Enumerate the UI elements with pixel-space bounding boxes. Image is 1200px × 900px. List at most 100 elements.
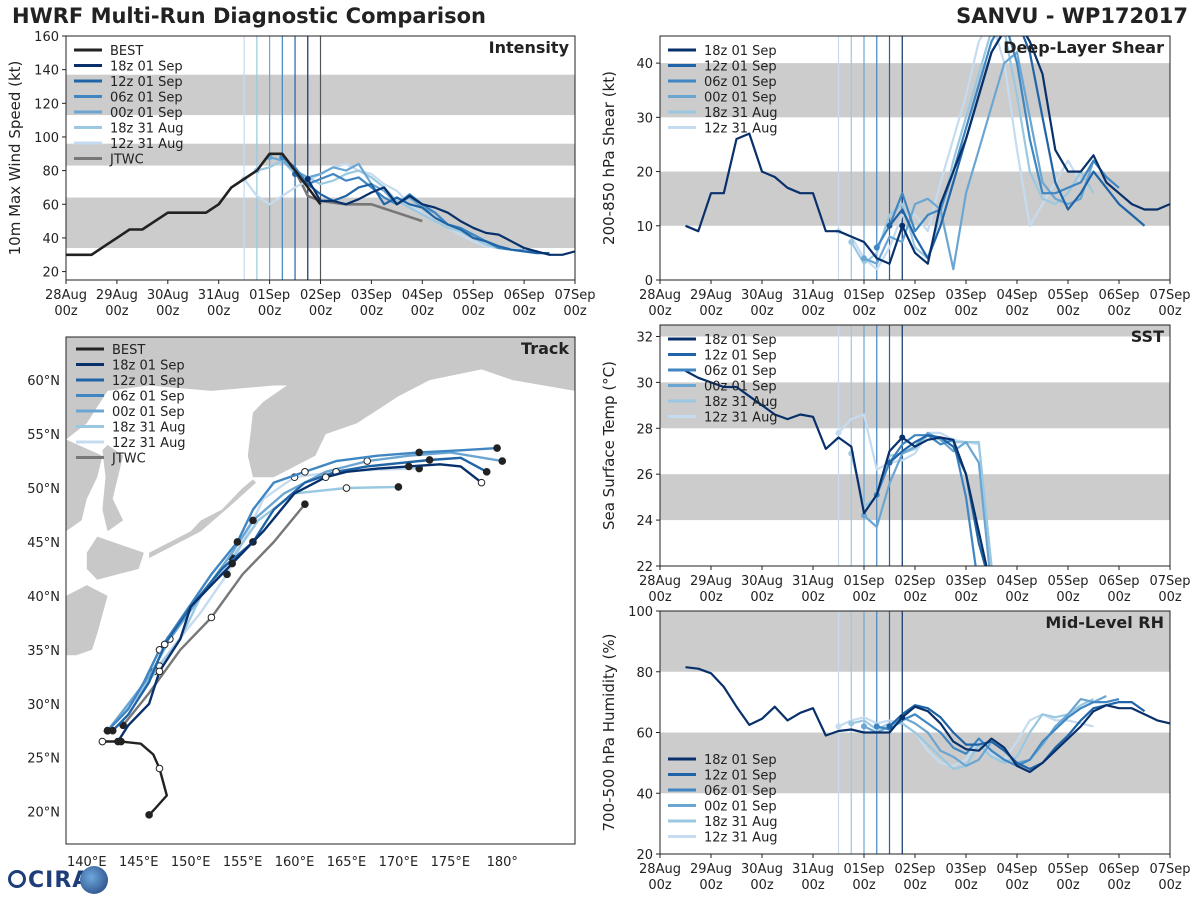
plot-area-shear xyxy=(660,36,1170,280)
intensity-xtick-label: 04Sep xyxy=(402,288,443,303)
track-lat-label: 20°N xyxy=(27,806,60,821)
track-point xyxy=(321,473,330,482)
land-mass xyxy=(86,536,144,580)
land-mass xyxy=(66,337,575,478)
track-00z-01-sep xyxy=(106,451,503,732)
sst-xtick-label: 06Sep xyxy=(1098,574,1139,589)
track-legend-label: 18z 31 Aug xyxy=(112,421,186,436)
track-point xyxy=(425,456,434,464)
rh-xtick-label: 00z xyxy=(852,878,876,893)
track-point xyxy=(301,468,309,476)
sst-legend-label: 12z 01 Sep xyxy=(704,349,777,364)
intensity-series-best xyxy=(66,152,322,257)
rh-xtick-label: 06Sep xyxy=(1098,862,1139,877)
intensity-legend-label: 12z 01 Sep xyxy=(110,75,183,90)
track-legend-label: 18z 01 Sep xyxy=(112,359,185,374)
shear-title: Deep-Layer Shear xyxy=(1003,38,1164,57)
intensity-xtick-label: 06Sep xyxy=(504,288,545,303)
sst-xtick-label: 05Sep xyxy=(1047,574,1088,589)
shear-legend-label: 18z 31 Aug xyxy=(704,106,778,121)
sst-legend-label: 18z 01 Sep xyxy=(704,333,777,348)
shear-xtick-label: 28Aug xyxy=(639,288,681,303)
shear-xtick-label: 00z xyxy=(750,304,774,319)
shear-band xyxy=(660,171,1170,226)
rh-ytick-label: 80 xyxy=(636,666,653,681)
shear-legend-label: 12z 01 Sep xyxy=(704,60,777,75)
track-title: Track xyxy=(521,339,569,358)
track-lat-label: 40°N xyxy=(27,590,60,605)
sst-ylabel: Sea Surface Temp (°C) xyxy=(600,361,618,530)
intensity-xtick-label: 00z xyxy=(207,304,231,319)
shear-ylabel: 200-850 hPa Shear (kt) xyxy=(600,71,618,245)
rh-series-18z-01-sep xyxy=(685,666,1170,774)
track-lat-label: 50°N xyxy=(27,482,60,497)
rh-legend-label: 06z 01 Sep xyxy=(704,784,777,799)
intensity-xtick-label: 00z xyxy=(156,304,180,319)
intensity-xtick-label: 30Aug xyxy=(147,288,189,303)
sst-ytick-label: 30 xyxy=(636,376,653,391)
land-mass xyxy=(66,585,108,656)
track-point xyxy=(155,667,164,676)
track-point xyxy=(415,448,423,457)
shear-series-06z-01-sep xyxy=(875,36,1120,249)
rh-xtick-label: 03Sep xyxy=(945,862,986,877)
rh-legend-label: 18z 01 Sep xyxy=(704,753,777,768)
sst-xtick-label: 00z xyxy=(903,590,927,605)
track-point xyxy=(342,484,351,492)
panel-sst: 22242628303228Aug00z29Aug00z30Aug00z31Au… xyxy=(600,324,1191,605)
intensity-xtick-label: 00z xyxy=(309,304,333,319)
shear-xtick-label: 29Aug xyxy=(690,288,732,303)
land-mass xyxy=(66,439,103,532)
storm-id: SANVU - WP172017 xyxy=(956,4,1188,28)
track-point xyxy=(394,483,403,491)
rh-xtick-label: 00z xyxy=(1005,878,1029,893)
track-lat-label: 60°N xyxy=(27,374,60,389)
intensity-xtick-label: 00z xyxy=(512,304,536,319)
plot-area-sst xyxy=(660,325,1170,566)
track-point xyxy=(98,737,107,746)
shear-xtick-label: 30Aug xyxy=(741,288,783,303)
intensity-xtick-label: 00z xyxy=(462,304,486,319)
sst-xtick-label: 01Sep xyxy=(843,574,884,589)
track-point xyxy=(233,538,242,546)
rh-xtick-label: 04Sep xyxy=(996,862,1037,877)
track-legend-label: 12z 31 Aug xyxy=(112,436,186,451)
rh-init-marker xyxy=(873,723,880,730)
track-lon-label: 155°E xyxy=(223,855,263,870)
sst-xtick-label: 00z xyxy=(801,590,825,605)
sst-xtick-label: 00z xyxy=(1005,590,1029,605)
track-lon-label: 160°E xyxy=(275,855,315,870)
shear-init-marker xyxy=(886,222,893,229)
shear-series-12z-31-aug xyxy=(838,36,1082,271)
intensity-xtick-label: 00z xyxy=(54,304,78,319)
rh-xtick-label: 31Aug xyxy=(792,862,834,877)
rh-xtick-label: 00z xyxy=(648,878,672,893)
shear-xtick-label: 07Sep xyxy=(1149,288,1190,303)
shear-ytick-label: 30 xyxy=(636,111,653,126)
rh-band xyxy=(660,732,1170,794)
rh-legend-label: 00z 01 Sep xyxy=(704,800,777,815)
rh-ytick-label: 60 xyxy=(636,727,653,742)
track-lat-label: 55°N xyxy=(27,428,60,443)
shear-xtick-label: 00z xyxy=(801,304,825,319)
sst-ytick-label: 22 xyxy=(636,560,653,575)
rh-xtick-label: 00z xyxy=(1107,878,1131,893)
rh-title: Mid-Level RH xyxy=(1045,613,1164,632)
shear-xtick-label: 01Sep xyxy=(843,288,884,303)
shear-series-18z-01-sep xyxy=(685,36,1170,265)
sst-xtick-label: 31Aug xyxy=(792,574,834,589)
shear-ytick-label: 0 xyxy=(645,274,653,289)
sst-xtick-label: 00z xyxy=(1107,590,1131,605)
track-point xyxy=(117,737,125,746)
logo-globe-icon xyxy=(80,866,108,894)
rh-band xyxy=(660,611,1170,672)
shear-xtick-label: 00z xyxy=(648,304,672,319)
rh-xtick-label: 05Sep xyxy=(1047,862,1088,877)
intensity-ytick-label: 60 xyxy=(42,198,59,213)
sst-xtick-label: 28Aug xyxy=(639,574,681,589)
shear-init-marker xyxy=(848,239,855,246)
intensity-xtick-label: 01Sep xyxy=(249,288,290,303)
sst-xtick-label: 07Sep xyxy=(1149,574,1190,589)
sst-legend-label: 18z 31 Aug xyxy=(704,395,778,410)
